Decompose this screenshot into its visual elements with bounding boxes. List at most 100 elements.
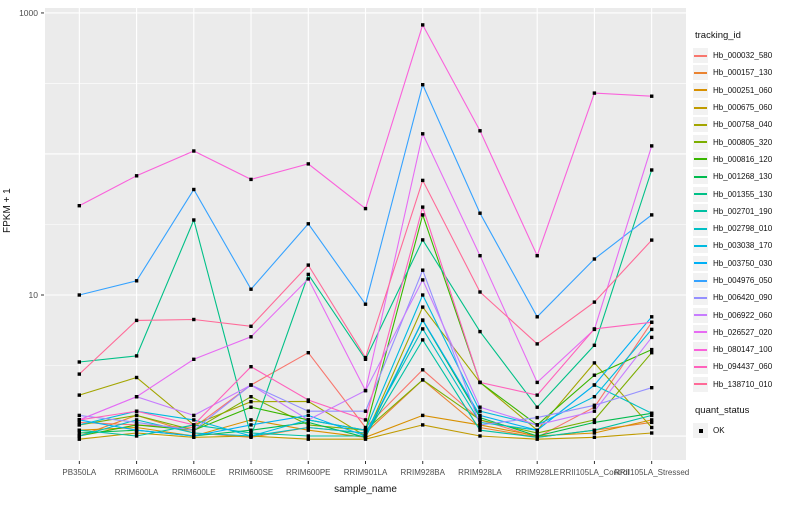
data-point xyxy=(134,174,139,178)
y-axis-title: FPKM + 1 xyxy=(2,188,13,233)
data-point xyxy=(592,431,597,435)
legend-label: Hb_000157_130 xyxy=(713,68,773,78)
legend-item-Hb_003750_030: Hb_003750_030 xyxy=(693,255,799,272)
data-point xyxy=(421,327,425,331)
data-point xyxy=(478,415,482,420)
data-point xyxy=(421,305,425,309)
data-point xyxy=(650,347,654,352)
legend-key-swatch xyxy=(693,290,708,306)
data-point xyxy=(421,83,425,87)
data-point xyxy=(134,318,139,323)
data-point xyxy=(77,293,81,297)
legend-label: Hb_003750_030 xyxy=(713,258,773,268)
data-point xyxy=(306,351,310,355)
legend-label: Hb_001268_130 xyxy=(713,172,773,182)
legend-item-Hb_026527_020: Hb_026527_020 xyxy=(693,324,799,341)
legend-label: Hb_094437_060 xyxy=(713,362,773,372)
data-point xyxy=(650,94,654,98)
legend-key-swatch xyxy=(693,307,708,323)
legend-label: Hb_003038_170 xyxy=(713,241,773,251)
series-color-line-icon xyxy=(694,244,707,247)
legend-key-swatch xyxy=(693,221,708,237)
series-color-line-icon xyxy=(694,365,707,368)
legend-item-Hb_006420_090: Hb_006420_090 xyxy=(693,289,799,306)
x-tick-label: RRIM600LE xyxy=(172,468,216,477)
legend-key-swatch xyxy=(693,134,708,150)
data-point xyxy=(192,218,196,222)
legend-key-swatch xyxy=(693,203,708,219)
legend-item-Hb_002798_010: Hb_002798_010 xyxy=(693,220,799,237)
x-tick-label: RRIM901LA xyxy=(344,468,388,477)
data-point xyxy=(363,206,368,211)
data-point xyxy=(306,222,310,226)
legend-item-Hb_000805_320: Hb_000805_320 xyxy=(693,133,799,150)
data-point xyxy=(192,413,196,418)
data-point xyxy=(134,431,139,435)
data-point xyxy=(249,365,253,369)
data-point xyxy=(249,431,253,435)
data-point xyxy=(306,437,310,441)
data-point xyxy=(192,425,196,430)
series-color-line-icon xyxy=(694,279,707,282)
data-point xyxy=(249,400,253,404)
series-color-line-icon xyxy=(694,262,707,265)
data-point xyxy=(306,398,310,402)
data-point xyxy=(421,178,425,183)
data-point xyxy=(249,177,253,182)
data-point xyxy=(249,434,253,438)
data-point xyxy=(650,168,654,172)
legend-label: Hb_000805_320 xyxy=(713,137,773,147)
legend-key-swatch xyxy=(693,342,708,358)
data-point xyxy=(592,409,597,413)
data-point xyxy=(134,428,139,432)
data-point xyxy=(650,425,654,430)
data-point xyxy=(192,434,196,438)
legend-key-swatch xyxy=(693,169,708,185)
series-color-line-icon xyxy=(694,158,707,161)
data-point xyxy=(535,435,539,439)
legend-key-swatch xyxy=(693,65,708,81)
data-point xyxy=(363,437,368,441)
legend: tracking_id Hb_000032_580 Hb_000157_130 Hb… xyxy=(693,30,799,439)
legend-label: OK xyxy=(713,426,725,436)
data-point xyxy=(650,320,654,324)
data-point xyxy=(421,268,425,272)
data-point xyxy=(650,315,654,319)
series-color-line-icon xyxy=(694,296,707,299)
legend-key-swatch xyxy=(693,48,708,64)
data-point xyxy=(192,357,196,361)
x-tick-label: RRIM928BA xyxy=(400,468,445,477)
data-point xyxy=(478,329,482,334)
data-point xyxy=(592,257,597,261)
data-point xyxy=(592,395,597,399)
data-point xyxy=(421,23,425,27)
x-tick-label: RRII105LA_Stressed xyxy=(614,468,689,477)
data-point xyxy=(306,409,310,413)
data-point xyxy=(650,411,654,415)
data-point xyxy=(77,434,81,438)
data-point xyxy=(478,413,482,418)
data-point xyxy=(192,187,196,192)
legend-key-swatch xyxy=(693,151,708,167)
legend-label: Hb_000758_040 xyxy=(713,120,773,130)
data-point xyxy=(421,338,425,342)
data-point xyxy=(592,361,597,365)
series-color-line-icon xyxy=(694,348,707,351)
legend-item-Hb_000157_130: Hb_000157_130 xyxy=(693,64,799,81)
data-point xyxy=(306,428,310,432)
data-point xyxy=(249,383,253,387)
data-point xyxy=(134,354,139,358)
data-point xyxy=(77,420,81,425)
legend-item-Hb_000758_040: Hb_000758_040 xyxy=(693,116,799,133)
data-point xyxy=(249,324,253,328)
legend-key-swatch xyxy=(693,100,708,116)
series-color-line-icon xyxy=(694,383,707,386)
data-point xyxy=(535,428,539,432)
data-point xyxy=(650,420,654,425)
data-point xyxy=(306,162,310,166)
data-point xyxy=(592,327,597,331)
data-point xyxy=(535,405,539,409)
data-point xyxy=(306,425,310,430)
data-point xyxy=(134,279,139,283)
data-point xyxy=(478,425,482,430)
